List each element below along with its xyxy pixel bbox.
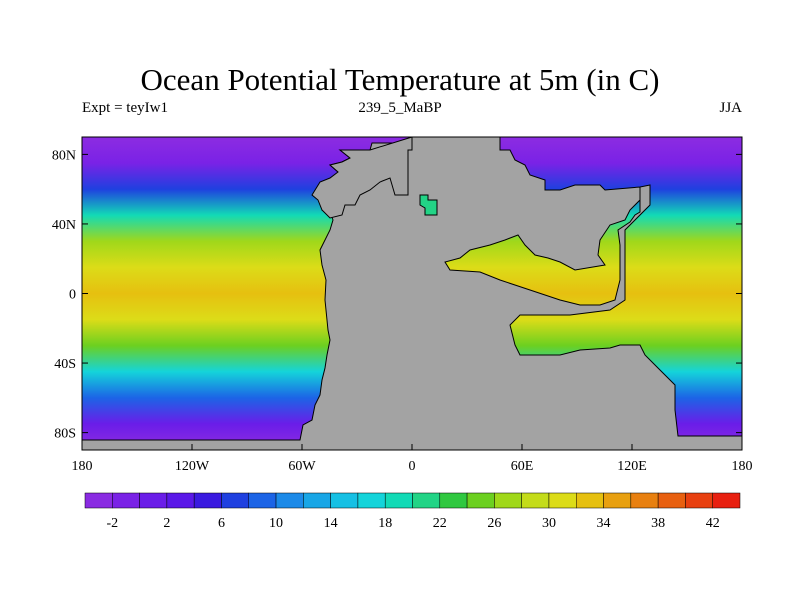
colorbar-swatch: [466, 492, 495, 509]
colorbar-label: 18: [378, 516, 392, 531]
colorbar-label: 22: [433, 516, 447, 531]
x-axis: 180 120W 60W 0 60E 120E 180: [72, 444, 753, 474]
colorbar-label: 30: [542, 516, 556, 531]
x-tick-label: 180: [732, 459, 753, 474]
colorbar-swatch: [630, 492, 659, 509]
arctic-landmass: [311, 137, 413, 219]
colorbar-swatch: [494, 492, 522, 509]
colorbar-swatch: [166, 492, 195, 509]
x-tick-label: 60W: [288, 459, 316, 474]
y-tick-label: 80S: [54, 427, 76, 442]
season-label: JJA: [719, 100, 742, 116]
y-tick-label: 40S: [54, 357, 76, 372]
y-tick-label: 80N: [52, 148, 76, 163]
colorbar-swatch: [603, 492, 632, 509]
colorbar-label: -2: [106, 516, 118, 531]
colorbar-swatch: [221, 492, 249, 509]
colorbar-swatch: [548, 492, 577, 509]
americas-landmass: [82, 137, 742, 450]
case-label: 239_5_MaBP: [358, 100, 442, 116]
colorbar-swatch: [685, 492, 713, 509]
colorbar-label: 14: [324, 516, 338, 531]
colorbar-label: 2: [163, 516, 170, 531]
colorbar-swatch: [193, 492, 222, 509]
colorbar-swatch: [357, 492, 386, 509]
colorbar-swatch: [248, 492, 277, 509]
x-tick-label: 0: [409, 459, 416, 474]
colorbar-swatch: [303, 492, 331, 509]
experiment-label: Expt = teyIw1: [82, 100, 168, 116]
x-tick-label: 180: [72, 459, 93, 474]
colorbar-label: 10: [269, 516, 283, 531]
colorbar-swatch: [112, 492, 140, 509]
y-tick-label: 40N: [52, 218, 76, 233]
colorbar: -2 2 6 10 14 18 22 26 30 34 38 42: [84, 492, 741, 531]
colorbar-label: 34: [597, 516, 611, 531]
x-tick-label: 120W: [175, 459, 210, 474]
colorbar-swatch: [657, 492, 686, 509]
colorbar-swatch: [521, 492, 550, 509]
y-tick-label: 0: [69, 288, 76, 303]
colorbar-swatch: [412, 492, 441, 509]
colorbar-swatch: [84, 492, 113, 509]
colorbar-label: 6: [218, 516, 225, 531]
map-title: Ocean Potential Temperature at 5m (in C): [140, 62, 660, 97]
colorbar-swatch: [576, 492, 604, 509]
colorbar-swatch: [384, 492, 413, 509]
colorbar-swatch: [439, 492, 468, 509]
colorbar-swatch: [330, 492, 359, 509]
island: [419, 194, 438, 216]
x-tick-label: 60E: [511, 459, 534, 474]
colorbar-label: 26: [487, 516, 501, 531]
colorbar-swatch: [139, 492, 168, 509]
x-tick-label: 120E: [617, 459, 647, 474]
y-axis: 80N 40N 0 40S 80S: [52, 148, 742, 442]
colorbar-swatch: [275, 492, 304, 509]
colorbar-swatch: [712, 492, 741, 509]
colorbar-label: 42: [706, 516, 720, 531]
colorbar-label: 38: [651, 516, 665, 531]
